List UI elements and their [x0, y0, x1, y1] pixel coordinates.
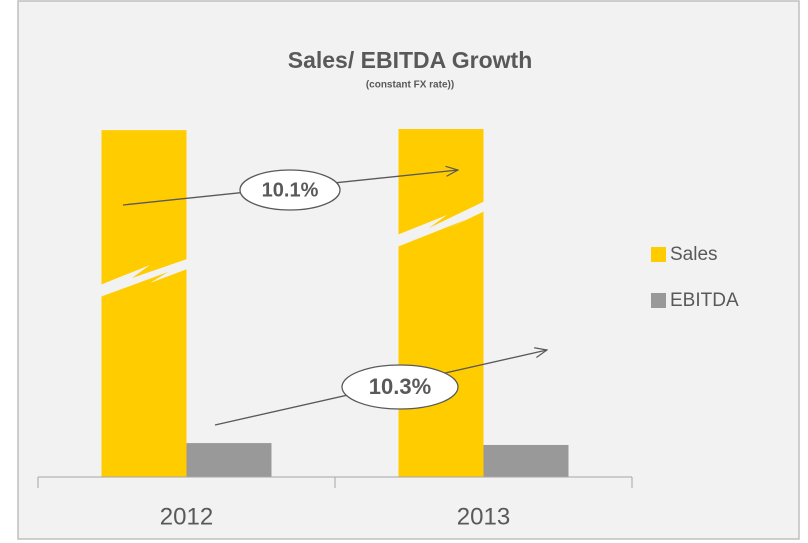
bar — [398, 129, 484, 478]
x-tick-label: 2012 — [160, 503, 213, 530]
legend-swatch — [651, 293, 666, 308]
annotation-bubble — [341, 364, 459, 410]
legend-label: EBITDA — [670, 290, 739, 311]
axis-break — [100, 258, 190, 297]
annotation: 10.1% — [262, 179, 319, 201]
legend-swatch — [651, 247, 666, 262]
legend-label: Sales — [670, 244, 718, 265]
bar — [101, 130, 187, 477]
annotation: 10.3% — [369, 374, 431, 399]
x-tick-label: 2013 — [457, 503, 510, 530]
overlay: 10.1% 10.3% — [100, 169, 547, 426]
bar — [186, 443, 272, 477]
axis-break — [397, 200, 487, 247]
bar — [483, 444, 569, 477]
chart-subtitle: (constant FX rate)) — [366, 80, 454, 91]
annotation-bubble — [239, 169, 341, 211]
chart-title: Sales/ EBITDA Growth — [288, 47, 533, 73]
